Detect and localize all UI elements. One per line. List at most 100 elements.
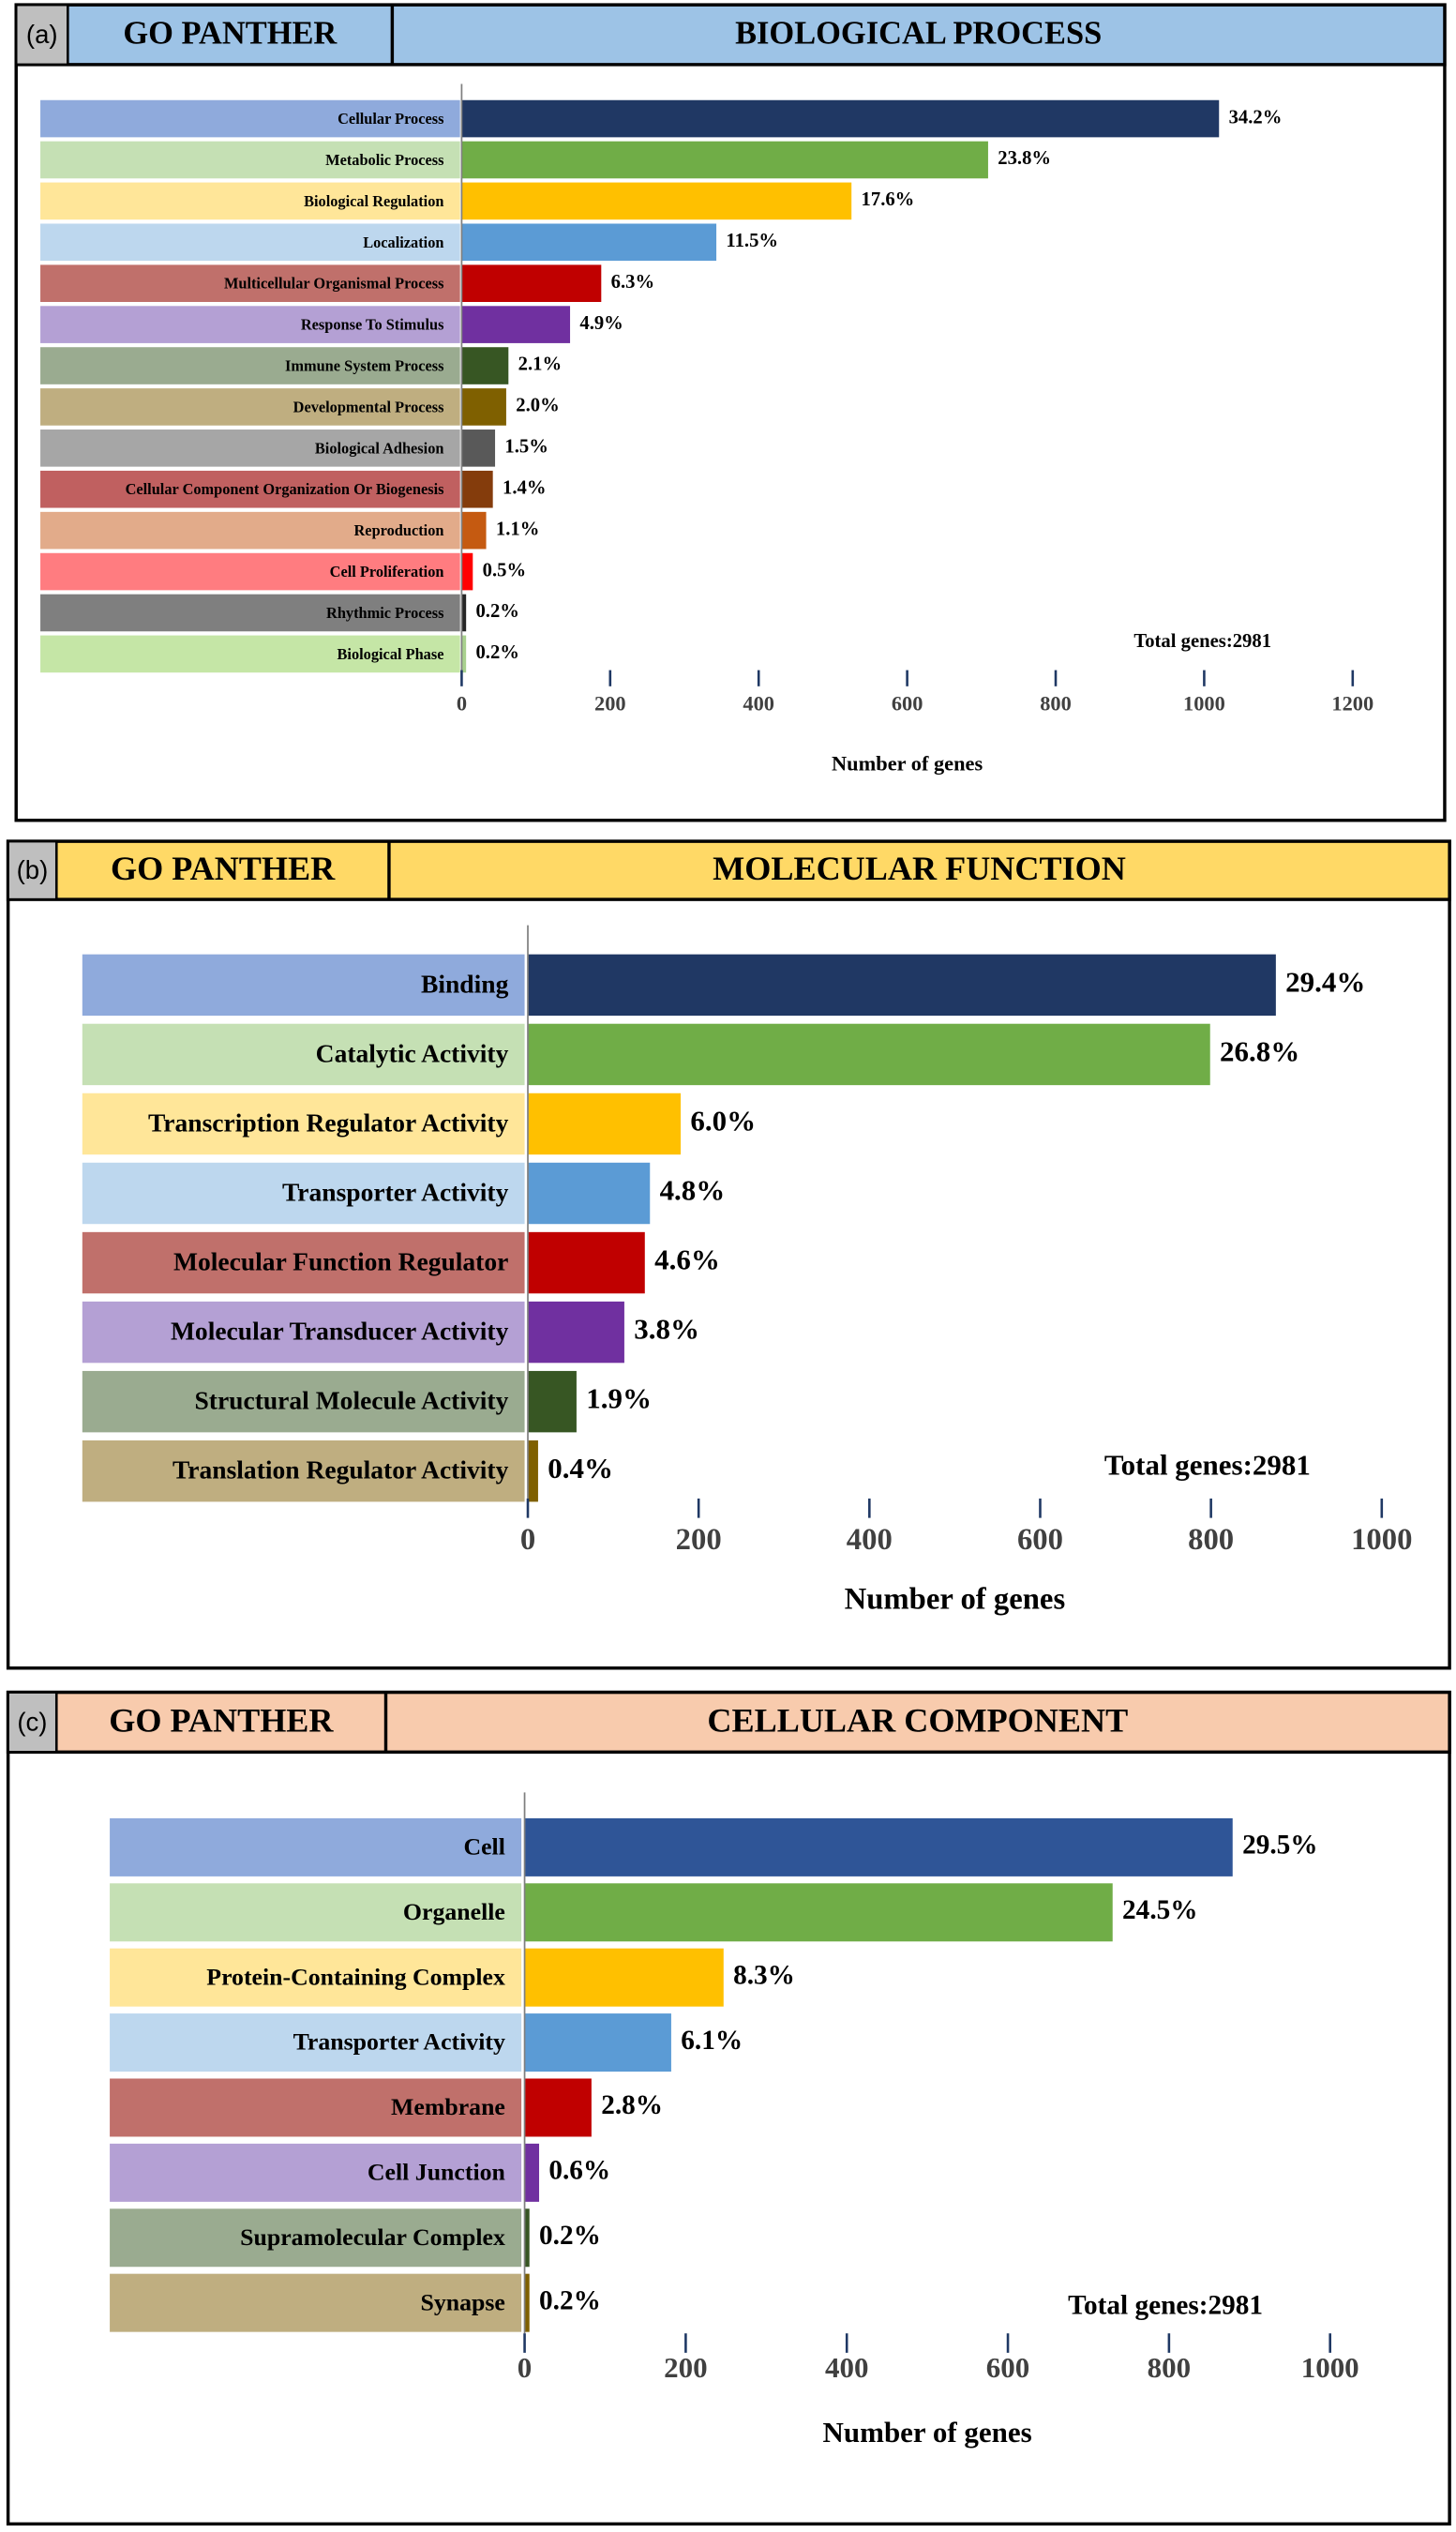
category-box xyxy=(40,223,460,262)
category-label: Synapse xyxy=(421,2288,505,2315)
category-box xyxy=(82,1162,525,1225)
category-label: Reproduction xyxy=(354,521,444,539)
value-label: 29.5% xyxy=(1242,1831,1317,1861)
bar xyxy=(461,141,988,179)
category-box xyxy=(82,1093,525,1155)
x-tick-label: 0 xyxy=(518,2351,532,2384)
panel-label-box xyxy=(14,3,69,67)
category-box xyxy=(82,1231,525,1294)
category-label: Cellular Process xyxy=(338,110,443,128)
category-box xyxy=(40,306,460,343)
bar xyxy=(461,470,493,508)
x-axis-label: Number of genes xyxy=(832,751,983,775)
category-label: Biological Regulation xyxy=(304,192,443,210)
value-label: 0.4% xyxy=(548,1452,613,1485)
category-box xyxy=(82,1439,525,1502)
category-label: Molecular Transducer Activity xyxy=(171,1317,509,1346)
value-label: 0.2% xyxy=(539,2221,601,2251)
category-box xyxy=(82,1023,525,1086)
value-label: 29.4% xyxy=(1285,965,1365,998)
category-label: Catalytic Activity xyxy=(316,1038,509,1067)
bar xyxy=(461,182,852,220)
bar xyxy=(461,635,467,673)
value-label: 2.0% xyxy=(516,396,559,416)
category-label: Cell Junction xyxy=(368,2159,505,2186)
category-label: Multicellular Organismal Process xyxy=(224,275,444,293)
bar xyxy=(461,99,1220,138)
value-label: 0.6% xyxy=(548,2156,610,2186)
category-box xyxy=(110,1948,522,2007)
value-label: 2.8% xyxy=(601,2090,663,2120)
bar xyxy=(528,1439,538,1502)
bar xyxy=(461,347,509,384)
value-label: 0.2% xyxy=(475,601,518,622)
chart-title: CELLULAR COMPONENT xyxy=(707,1701,1128,1739)
bar xyxy=(528,1231,645,1294)
bar xyxy=(524,2273,530,2332)
category-box xyxy=(40,264,460,303)
category-box xyxy=(40,141,460,179)
x-tick-label: 1000 xyxy=(1183,692,1225,716)
category-label: Transporter Activity xyxy=(282,1178,509,1207)
category-box xyxy=(82,1370,525,1433)
bar xyxy=(524,2208,530,2268)
bar xyxy=(461,511,487,550)
value-label: 1.1% xyxy=(496,519,539,539)
category-box xyxy=(110,2013,522,2072)
value-label: 6.0% xyxy=(690,1105,756,1138)
category-label: Immune System Process xyxy=(285,356,443,374)
bar xyxy=(524,1817,1233,1876)
x-tick-label: 1000 xyxy=(1301,2351,1359,2384)
x-tick-label: 800 xyxy=(1148,2351,1191,2384)
bar xyxy=(528,1093,682,1155)
value-label: 0.2% xyxy=(539,2285,601,2315)
value-label: 6.3% xyxy=(611,272,654,293)
category-box xyxy=(40,388,460,426)
x-tick-label: 1200 xyxy=(1331,692,1373,716)
x-axis-label: Number of genes xyxy=(823,2416,1032,2449)
category-label: Cell Proliferation xyxy=(330,563,444,580)
category-label: Biological Adhesion xyxy=(315,439,444,457)
header-band xyxy=(6,1690,1451,1755)
value-label: 4.8% xyxy=(660,1174,726,1207)
category-box xyxy=(40,430,460,467)
category-box xyxy=(110,1883,522,1942)
category-box xyxy=(110,2208,522,2268)
category-label: Transcription Regulator Activity xyxy=(148,1108,509,1138)
category-label: Membrane xyxy=(391,2093,505,2120)
x-tick-label: 400 xyxy=(743,692,774,716)
category-label: Binding xyxy=(421,969,509,998)
header-band xyxy=(14,3,1447,67)
category-box xyxy=(40,347,460,384)
panel-label-box xyxy=(7,839,58,901)
x-tick-label: 600 xyxy=(1017,1523,1063,1557)
x-tick-label: 800 xyxy=(1188,1523,1234,1557)
bar xyxy=(461,264,602,303)
category-label: Localization xyxy=(363,234,443,251)
category-box xyxy=(40,594,460,632)
category-box xyxy=(40,635,460,673)
bar xyxy=(528,1301,624,1364)
value-label: 1.9% xyxy=(586,1382,652,1415)
category-label: Metabolic Process xyxy=(325,151,443,169)
value-label: 3.8% xyxy=(634,1313,699,1346)
category-label: Structural Molecule Activity xyxy=(194,1386,508,1415)
bar xyxy=(528,954,1276,1017)
category-label: Cell xyxy=(463,1833,504,1861)
chart-title: BIOLOGICAL PROCESS xyxy=(735,16,1102,52)
panel-label-box xyxy=(7,1691,58,1754)
bar xyxy=(528,1162,651,1225)
value-label: 8.3% xyxy=(733,1960,795,1990)
panel-label: (c) xyxy=(17,1707,47,1736)
category-label: Supramolecular Complex xyxy=(240,2223,505,2251)
category-box xyxy=(82,1301,525,1364)
value-label: 34.2% xyxy=(1229,107,1283,128)
x-tick-label: 1000 xyxy=(1351,1523,1412,1557)
category-label: Organelle xyxy=(403,1898,505,1925)
category-box xyxy=(40,99,460,138)
bar xyxy=(528,1370,577,1433)
category-box xyxy=(110,2143,522,2202)
category-box xyxy=(110,2078,522,2137)
